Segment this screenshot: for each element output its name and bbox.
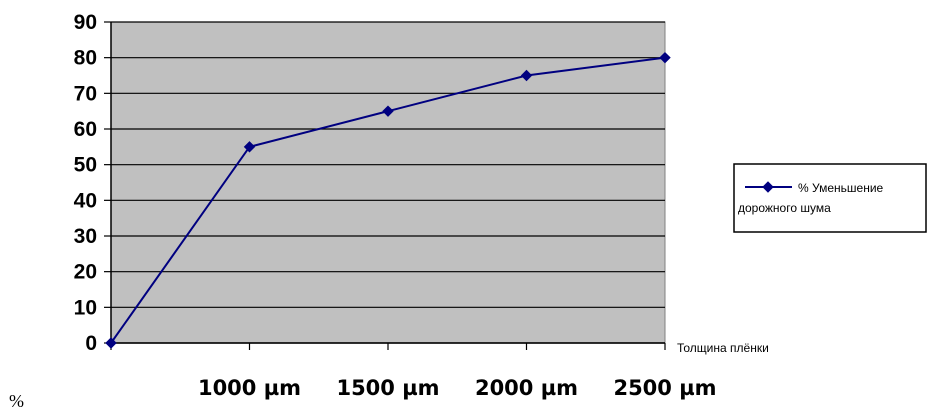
legend-entry-line2: дорожного шума: [738, 201, 831, 215]
x-tick-label: 2500 µm: [613, 376, 716, 400]
y-tick-label: 10: [74, 296, 97, 319]
x-tick-label: 2000 µm: [475, 376, 578, 400]
y-tick-label: 0: [85, 332, 97, 355]
y-unit-label: %: [9, 391, 24, 411]
x-tick-label: 1500 µm: [336, 376, 439, 400]
y-tick-label: 80: [74, 47, 97, 70]
y-tick-label: 20: [74, 261, 97, 284]
y-tick-label: 90: [74, 11, 97, 34]
y-tick-label: 70: [74, 82, 97, 105]
y-tick-label: 40: [74, 189, 97, 212]
x-tick-label: 1000 µm: [198, 376, 301, 400]
plot-area: [111, 22, 665, 343]
legend-box: [734, 164, 926, 232]
legend-entry-line1: % Уменьшение: [798, 181, 884, 195]
y-tick-label: 60: [74, 118, 97, 141]
y-tick-label: 30: [74, 225, 97, 248]
x-axis-title: Толщина плёнки: [677, 341, 769, 355]
y-tick-label: 50: [74, 154, 97, 177]
